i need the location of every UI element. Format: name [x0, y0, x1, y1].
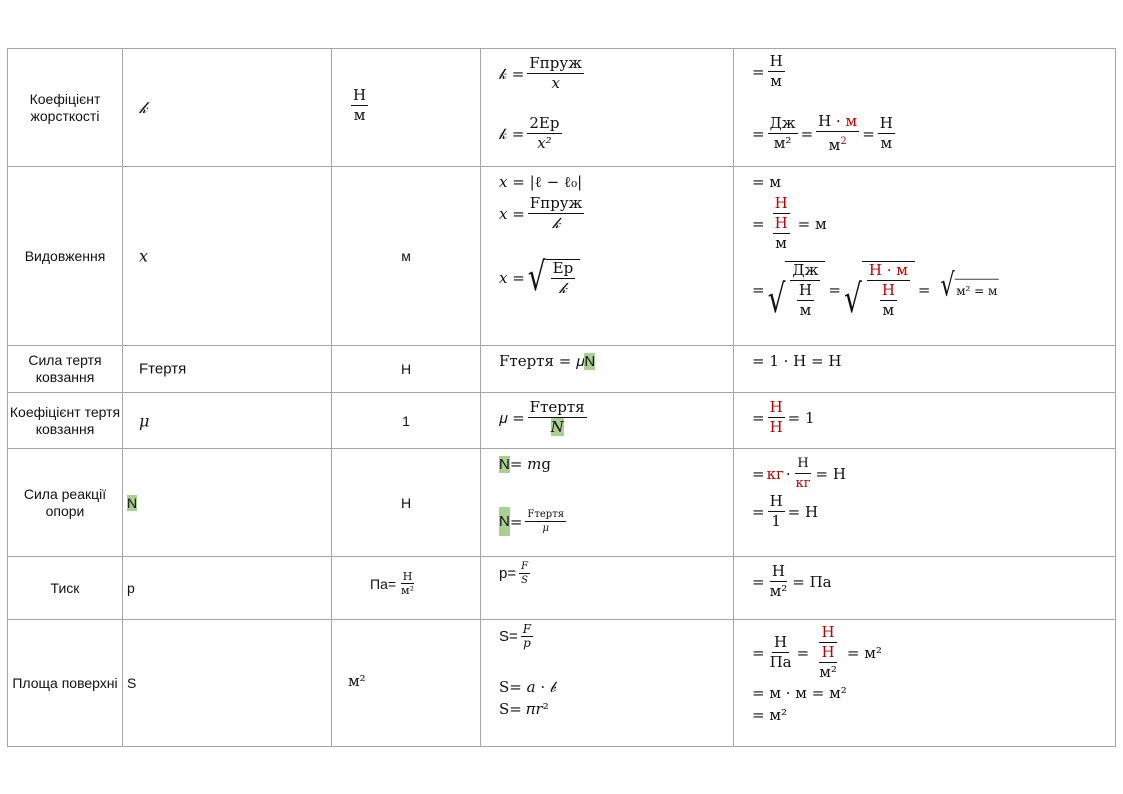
quantity-name: Тиск	[7, 556, 123, 620]
quantity-unit: 1	[331, 392, 481, 449]
quantity-name: Сила реакції опори	[7, 448, 123, 557]
table-row: Видовження 𝑥 м 𝑥 = |ℓ − ℓ₀| 𝑥 = Fпруж 𝓀 𝑥…	[7, 166, 1116, 346]
formula-cell: 𝑥 = |ℓ − ℓ₀| 𝑥 = Fпруж 𝓀 𝑥 = √ Eр 𝓀	[480, 166, 734, 346]
quantity-unit: м²	[331, 619, 481, 747]
quantity-unit: Н	[331, 448, 481, 557]
quantity-symbol: 𝜇	[122, 392, 332, 449]
formula-cell: N = 𝑚g N = Fтертя 𝜇	[480, 448, 734, 557]
quantity-name: Площа поверхні	[7, 619, 123, 747]
quantity-name: Коефіцієнт тертя ковзання	[7, 392, 123, 449]
quantity-name: Сила тертя ковзання	[7, 345, 123, 393]
quantity-name: Коефіцієнт жорсткості	[7, 48, 123, 167]
quantity-unit: м	[331, 166, 481, 346]
derivation-cell: = 1 · Н = Н	[733, 345, 1116, 393]
quantity-symbol: Fтертя	[122, 345, 332, 393]
quantity-symbol: 𝓀	[122, 48, 332, 167]
quantity-symbol: S	[122, 619, 332, 747]
quantity-symbol: p	[122, 556, 332, 620]
quantity-unit: Н	[331, 345, 481, 393]
quantity-name: Видовження	[7, 166, 123, 346]
table-row: Сила реакції опори N Н N = 𝑚g N = Fтертя 𝜇 …	[7, 448, 1116, 557]
quantity-symbol: 𝑥	[122, 166, 332, 346]
formula-cell: 𝓀 = Fпруж 𝑥 𝓀 = 2Eр 𝑥²	[480, 48, 734, 167]
table-row: Коефіцієнт тертя ковзання 𝜇 1 𝜇 = Fтертя…	[7, 392, 1116, 449]
formula-cell: 𝜇 = Fтертя N	[480, 392, 734, 449]
quantity-symbol: N	[122, 448, 332, 557]
